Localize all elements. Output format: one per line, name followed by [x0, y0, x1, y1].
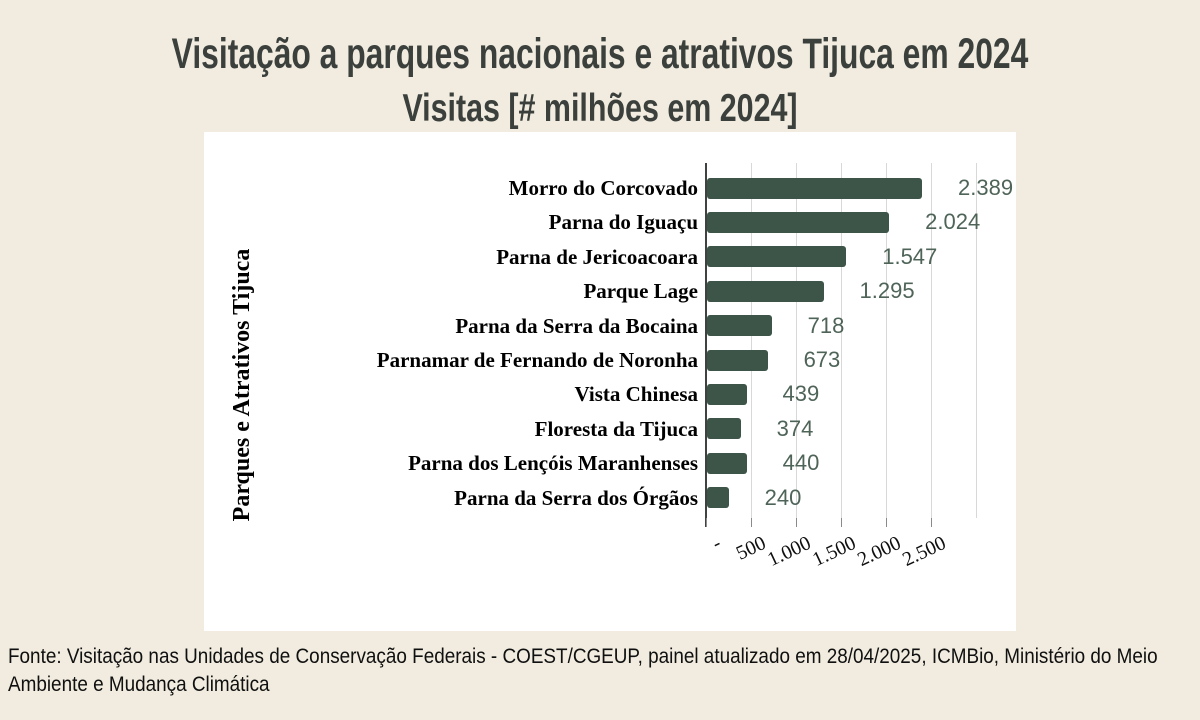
bar-value-label: 1.547 [882, 243, 938, 269]
bar-value-label: 1.295 [859, 278, 915, 304]
bar [707, 452, 747, 474]
gridline [751, 163, 752, 518]
source-note: Fonte: Visitação nas Unidades de Conserv… [8, 645, 1158, 696]
bar [707, 280, 824, 302]
bar-value-label: 718 [807, 312, 845, 338]
x-axis-tick [931, 518, 932, 527]
category-label: Morro do Corcovado [508, 176, 698, 200]
bar-value-label: 440 [782, 450, 820, 476]
bar-value-label: 240 [764, 484, 802, 510]
bar [707, 418, 741, 440]
x-axis-tick [796, 518, 797, 527]
gridline [841, 163, 842, 518]
category-label: Parna da Serra dos Órgãos [454, 485, 698, 510]
page-title: Visitação a parques nacionais e atrativo… [171, 30, 1029, 78]
category-label: Vista Chinesa [574, 382, 699, 407]
gridline [796, 163, 797, 518]
x-axis-tick [706, 518, 707, 527]
bar [707, 315, 772, 337]
bar-value-label: 2.389 [958, 175, 1014, 200]
bar [707, 383, 747, 405]
gridline [931, 163, 932, 518]
page-subtitle: Visitas [# milhões em 2024] [402, 87, 798, 130]
category-label: Parna da Serra da Bocaina [455, 313, 698, 338]
bar-value-label: 374 [776, 415, 814, 441]
x-axis-tick [886, 518, 887, 527]
chart-panel: Parques e Atrativos Tijuca Morro do Corc… [204, 132, 1016, 631]
bar [707, 349, 768, 371]
x-axis-tick [751, 518, 752, 527]
bar [707, 177, 922, 199]
bar [707, 211, 890, 233]
gridline [886, 163, 887, 518]
x-axis-tick [841, 518, 842, 527]
y-axis-line [705, 163, 707, 527]
category-label: Parna do Iguaçu [548, 210, 698, 235]
category-label: Parnamar de Fernando de Noronha [376, 348, 698, 372]
category-label: Parna de Jericoacoara [496, 244, 698, 269]
bar [707, 487, 729, 509]
category-label: Parna dos Lençóis Maranhenses [408, 451, 698, 476]
bar-value-label: 439 [782, 381, 820, 407]
category-label: Floresta da Tijuca [534, 416, 698, 441]
gridline [976, 163, 977, 518]
bar [707, 246, 847, 268]
category-label: Parque Lage [583, 279, 698, 304]
bar-value-label: 2.024 [925, 209, 981, 235]
bar-value-label: 673 [803, 347, 841, 372]
